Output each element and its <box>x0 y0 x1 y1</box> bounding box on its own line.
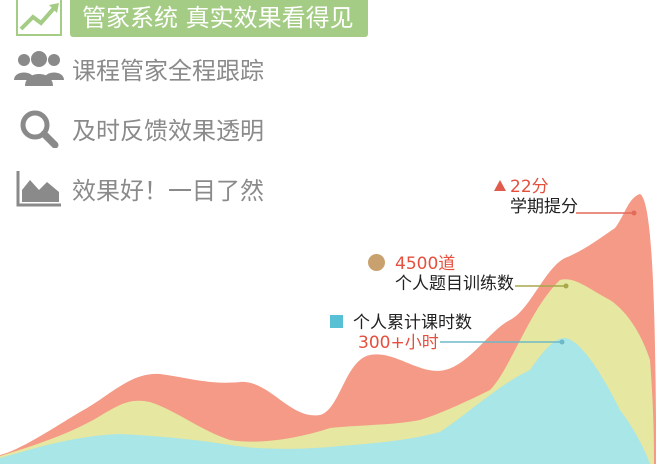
area-cyan <box>0 338 650 464</box>
area-chart-icon <box>14 168 64 208</box>
annotation-hours: 个人累计课时数 300+小时 <box>330 313 472 353</box>
annotation-score: 22分 学期提分 <box>494 177 578 217</box>
leader-dot-hours <box>559 339 565 345</box>
feature-label: 课程管家全程跟踪 <box>72 56 264 85</box>
hours-value: 300+小时 <box>358 333 439 353</box>
feature-feedback: 及时反馈效果透明 <box>14 108 264 148</box>
trend-up-icon <box>14 0 64 37</box>
feature-tracking: 课程管家全程跟踪 <box>14 48 264 88</box>
square-marker-icon <box>330 315 343 328</box>
feature-label: 效果好！一目了然 <box>72 176 264 205</box>
users-icon <box>14 48 64 88</box>
leader-dot-questions <box>563 283 569 289</box>
circle-marker-icon <box>368 254 385 271</box>
feature-system: 管家系统 真实效果看得见 <box>14 0 368 37</box>
feature-label: 及时反馈效果透明 <box>72 116 264 145</box>
annotation-questions: 4500道 个人题目训练数 <box>368 254 514 294</box>
questions-label: 个人题目训练数 <box>395 274 514 294</box>
score-label: 学期提分 <box>510 197 578 217</box>
score-value: 22分 <box>510 177 549 197</box>
triangle-marker-icon <box>494 180 506 191</box>
leader-dot-score <box>631 210 637 216</box>
feature-results: 效果好！一目了然 <box>14 168 264 208</box>
feature-label: 管家系统 真实效果看得见 <box>70 0 368 37</box>
search-icon <box>14 108 64 148</box>
hours-label: 个人累计课时数 <box>353 313 472 333</box>
questions-value: 4500道 <box>395 254 456 274</box>
